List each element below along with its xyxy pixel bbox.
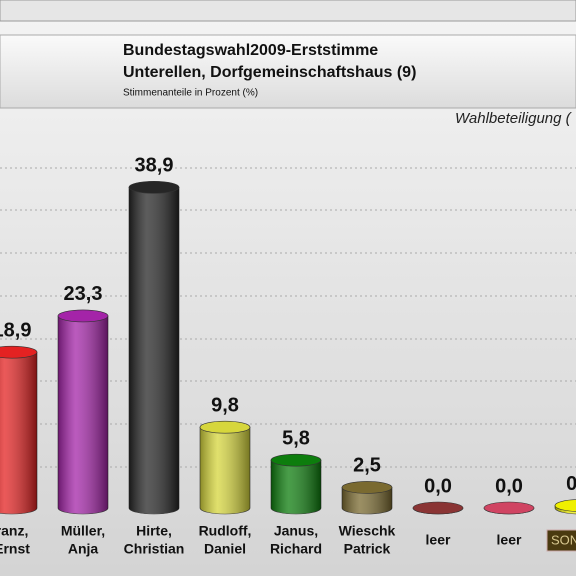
value-label: 23,3 (64, 283, 103, 305)
bar-top (128, 180, 180, 194)
bar-top (199, 420, 251, 434)
legend-box (546, 529, 576, 552)
bar (0, 345, 38, 515)
chart-title: Bundestagswahl2009-Erststimme (123, 42, 378, 59)
bar-shade (58, 315, 108, 514)
bar-top (270, 453, 322, 467)
x-tick-label: SONS (551, 532, 576, 547)
bar (412, 501, 464, 515)
axis-note: Stimmenanteile in Prozent (%) (123, 88, 258, 99)
header (0, 34, 576, 109)
x-tick-label: Wieschk (339, 523, 396, 539)
bar (554, 499, 576, 515)
x-tick-label: ranz, (0, 523, 28, 539)
x-tick-label: leer (426, 532, 451, 548)
bar-top (341, 481, 393, 494)
x-tick-label: leer (497, 532, 522, 548)
bar (57, 309, 109, 515)
bar (270, 453, 322, 515)
bar-shade (271, 460, 321, 514)
bar-top (0, 345, 38, 359)
bar-shade (129, 187, 179, 514)
chart-subtitle: Unterellen, Dorfgemeinschaftshaus (9) (123, 64, 416, 81)
bar-top (483, 501, 535, 515)
annotation: Wahlbeteiligung ( (455, 110, 573, 127)
value-label: 38,9 (135, 155, 174, 177)
value-label: 0,0 (495, 475, 523, 497)
x-tick-label: Rudloff, (199, 523, 252, 539)
bar (128, 180, 180, 515)
bar-top (412, 501, 464, 515)
x-tick-label: Richard (270, 541, 322, 557)
value-label: 9,8 (211, 394, 239, 416)
bar-shade (0, 352, 37, 514)
bar-shade (200, 427, 250, 514)
x-tick-label: Daniel (204, 541, 246, 557)
value-label: 18,9 (0, 319, 31, 341)
bar-top (554, 499, 576, 512)
x-tick-label: Patrick (344, 541, 391, 557)
value-label: 0,3 (566, 473, 576, 495)
bar (341, 481, 393, 515)
x-tick-label: Christian (124, 541, 185, 557)
value-label: 2,5 (353, 455, 381, 477)
top-bar (0, 0, 576, 22)
x-tick-label: Hirte, (136, 523, 172, 539)
x-tick-label: Janus, (274, 523, 318, 539)
value-label: 0,0 (424, 475, 452, 497)
x-tick-label: Müller, (61, 523, 105, 539)
x-tick-label: Ernst (0, 541, 30, 557)
bar-top (57, 309, 109, 323)
value-label: 5,8 (282, 427, 310, 449)
bar (199, 420, 251, 515)
bar (483, 501, 535, 515)
bar-shade (342, 487, 392, 514)
x-tick-label: Anja (68, 541, 99, 557)
